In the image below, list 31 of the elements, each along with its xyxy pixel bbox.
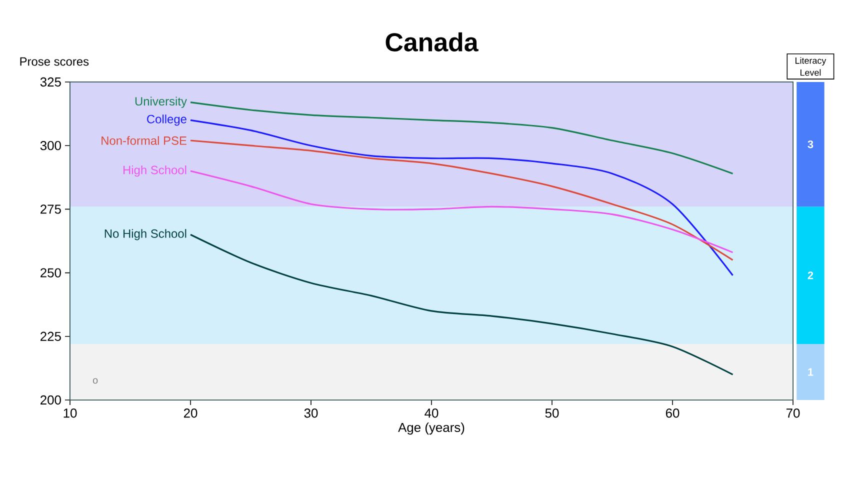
chart-title: Canada — [386, 32, 478, 52]
band-label: 1 — [808, 368, 814, 376]
x-tick-label: 20 — [184, 408, 198, 418]
y-tick-label: 275 — [40, 204, 61, 214]
x-tick-label: 60 — [666, 408, 680, 418]
series-label: College — [147, 114, 186, 126]
series-label: High School — [124, 165, 186, 177]
line-series — [190, 102, 734, 174]
series-label: Non-formal PSE — [102, 136, 186, 145]
band-label: 2 — [808, 272, 814, 280]
y-tick-label: 300 — [40, 141, 61, 150]
line-series — [190, 170, 734, 254]
series-label: University — [135, 96, 187, 108]
line-series — [190, 140, 734, 261]
band-label: 3 — [808, 140, 814, 148]
x-tick-label: 30 — [304, 408, 318, 418]
annotation: o — [92, 378, 98, 384]
legend-title: Literacy Level — [796, 57, 826, 76]
series-label: No High School — [104, 229, 186, 240]
line-series — [190, 234, 734, 376]
y-tick-label: 225 — [40, 332, 61, 341]
y-tick-label: 325 — [40, 77, 61, 87]
line-series — [190, 119, 734, 276]
x-tick-label: 70 — [786, 408, 800, 418]
x-tick-label: 40 — [424, 408, 438, 418]
y-tick-label: 200 — [40, 395, 61, 405]
y-axis-title: Prose scores — [20, 57, 89, 66]
x-axis-title: Age (years) — [398, 422, 464, 435]
x-tick-label: 50 — [545, 408, 559, 418]
y-tick-label: 250 — [40, 268, 61, 278]
x-tick-label: 10 — [64, 408, 77, 418]
